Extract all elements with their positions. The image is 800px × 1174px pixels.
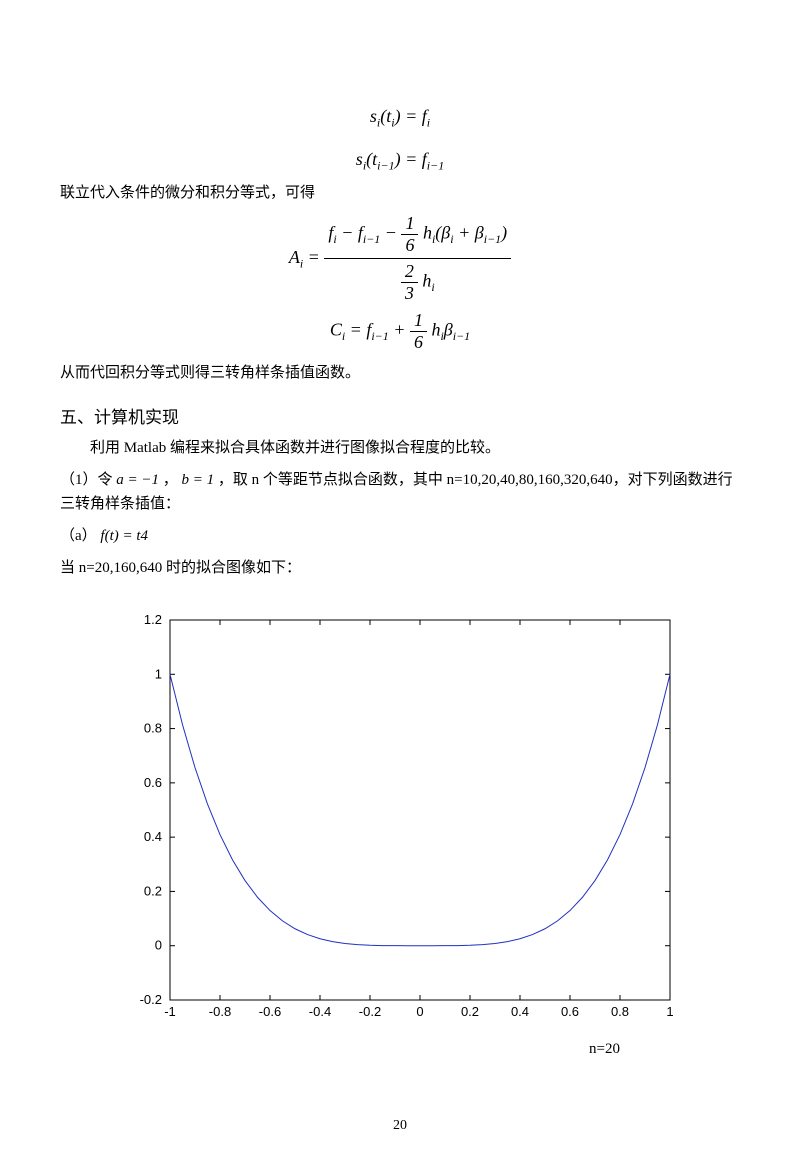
svg-text:0: 0 xyxy=(155,938,162,953)
svg-text:1.2: 1.2 xyxy=(144,612,162,627)
paragraph-result: 从而代回积分等式则得三转角样条插值函数。 xyxy=(60,361,740,385)
p2-mid1: ， xyxy=(163,472,178,488)
svg-text:0.6: 0.6 xyxy=(144,775,162,790)
paragraph-conditions: 联立代入条件的微分和积分等式，可得 xyxy=(60,181,740,205)
p3-prefix: （a） xyxy=(60,528,97,544)
svg-text:0.8: 0.8 xyxy=(611,1004,629,1019)
p3-fn: f(t) = t xyxy=(100,528,140,544)
section5-p2: （1）令 a = −1 ， b = 1 ，取 n 个等距节点拟合函数，其中 n=… xyxy=(60,468,740,516)
p2-a: a = −1 xyxy=(116,472,159,488)
section-5-title: 五、计算机实现 xyxy=(60,403,740,428)
p2-b: b = 1 xyxy=(182,472,215,488)
p2-prefix: （1）令 xyxy=(60,472,116,488)
svg-text:0: 0 xyxy=(416,1004,423,1019)
svg-text:0.2: 0.2 xyxy=(461,1004,479,1019)
eq3-numerator: fi − fi−1 − 16 hi(βi + βi−1) xyxy=(324,213,511,259)
line-chart: -1 -0.8 -0.6 -0.4 -0.2 0 0.2 0.4 0.6 0.8 1 -0.2 0 0.2… xyxy=(110,600,690,1030)
svg-text:-0.2: -0.2 xyxy=(359,1004,381,1019)
svg-text:0.8: 0.8 xyxy=(144,721,162,736)
document-page: si(ti) = fi si(ti−1) = fi−1 联立代入条件的微分和积分… xyxy=(0,0,800,1174)
p2-mid2: ，取 n 个等距节点拟合函数，其中 n=10,20,40,80,160,320,… xyxy=(60,472,733,512)
section5-p1: 利用 Matlab 编程来拟合具体函数并进行图像拟合程度的比较。 xyxy=(60,436,740,460)
p3-exp: 4 xyxy=(141,528,149,544)
svg-text:-0.4: -0.4 xyxy=(309,1004,331,1019)
equation-3: Ai = fi − fi−1 − 16 hi(βi + βi−1) 23 hi xyxy=(60,213,740,304)
svg-text:1: 1 xyxy=(155,666,162,681)
section5-p3: （a） f(t) = t4 xyxy=(60,524,740,548)
equation-4: Ci = fi−1 + 16 hiβi−1 xyxy=(60,310,740,353)
svg-text:0.6: 0.6 xyxy=(561,1004,579,1019)
chart-caption: n=20 xyxy=(60,1041,740,1058)
svg-text:-0.6: -0.6 xyxy=(259,1004,281,1019)
svg-text:0.4: 0.4 xyxy=(144,829,162,844)
chart-container: -1 -0.8 -0.6 -0.4 -0.2 0 0.2 0.4 0.6 0.8 1 -0.2 0 0.2… xyxy=(110,600,740,1035)
svg-text:0.4: 0.4 xyxy=(511,1004,529,1019)
svg-text:-0.8: -0.8 xyxy=(209,1004,231,1019)
equation-2: si(ti−1) = fi−1 xyxy=(60,149,740,174)
equation-1: si(ti) = fi xyxy=(60,106,740,131)
eq3-lhs: A xyxy=(289,247,300,267)
svg-text:-0.2: -0.2 xyxy=(140,992,162,1007)
svg-text:1: 1 xyxy=(666,1004,673,1019)
svg-text:-1: -1 xyxy=(164,1004,176,1019)
eq3-denominator: 23 hi xyxy=(324,259,511,304)
section5-p4: 当 n=20,160,640 时的拟合图像如下： xyxy=(60,556,740,580)
svg-text:0.2: 0.2 xyxy=(144,884,162,899)
